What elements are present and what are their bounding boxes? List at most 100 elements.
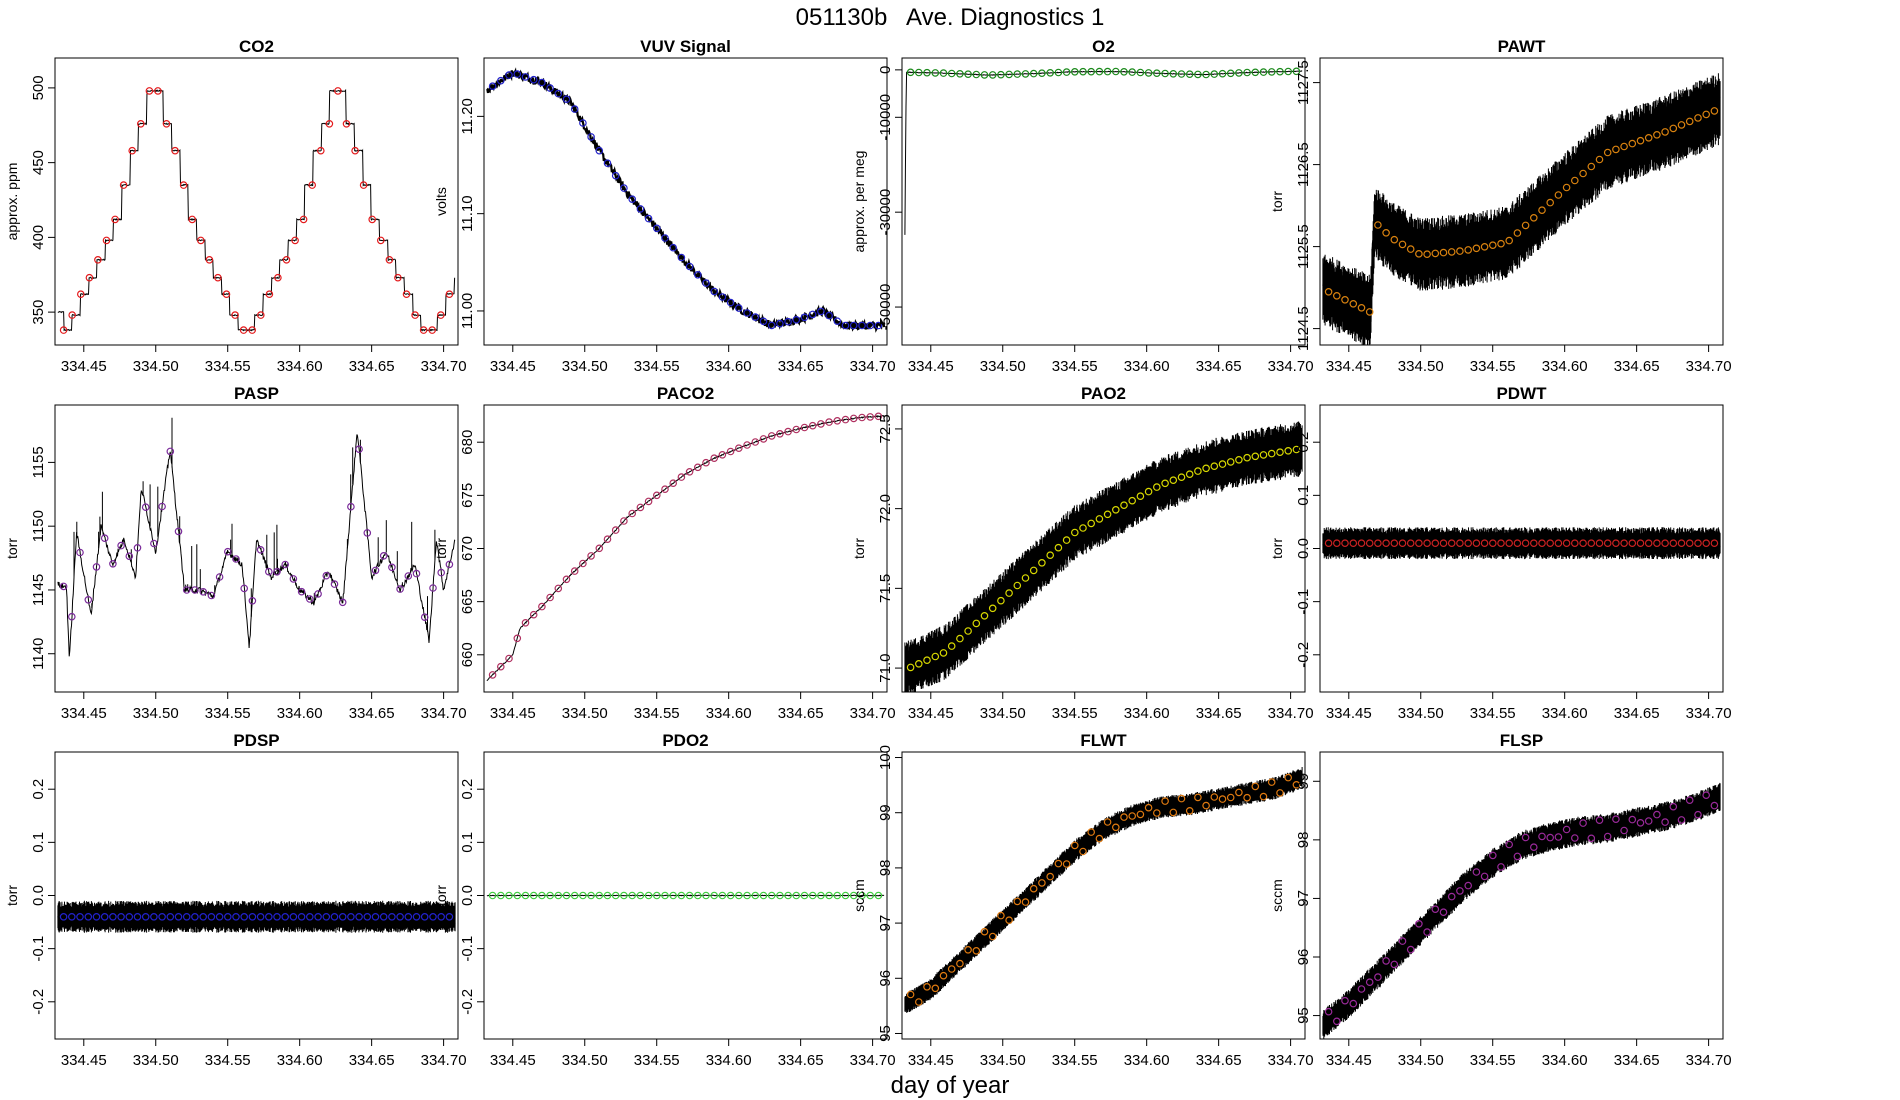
data-point: [693, 463, 702, 472]
data-point: [85, 273, 94, 282]
x-tick-label: 334.70: [1268, 705, 1314, 722]
data-point: [84, 912, 93, 921]
data-point: [274, 273, 282, 282]
panel-title: PAO2: [1081, 384, 1126, 403]
x-tick-label: 334.45: [490, 1052, 536, 1069]
data-point: [1521, 539, 1530, 548]
data-point: [1324, 1007, 1333, 1016]
y-tick-label: -0.1: [459, 936, 476, 962]
data-point: [636, 891, 645, 900]
data-point: [289, 575, 298, 583]
data-point: [980, 71, 989, 79]
data-point: [351, 146, 359, 155]
panel-title: FLWT: [1080, 731, 1127, 750]
data-point: [546, 84, 554, 92]
data-point: [59, 326, 68, 334]
data-point: [308, 181, 317, 189]
data-point: [1365, 308, 1374, 316]
x-tick-label: 334.55: [1470, 1052, 1516, 1069]
data-point: [1447, 539, 1456, 548]
panel-pdwt: PDWT 334.45 334.50 334.55 334.60 334.65 334.70…: [1269, 384, 1732, 722]
x-tick-label: 334.45: [1326, 705, 1372, 722]
data-point: [710, 454, 719, 463]
data-point: [396, 912, 404, 921]
plot-area: [486, 891, 885, 900]
data-point: [1677, 816, 1686, 824]
panel-title: O2: [1092, 37, 1115, 56]
data-point: [334, 87, 342, 95]
data-point: [538, 78, 546, 87]
data-point: [1406, 945, 1415, 954]
data-point: [841, 415, 850, 424]
data-point: [76, 548, 84, 557]
data-point: [1177, 794, 1186, 803]
data-trace: [486, 415, 885, 682]
data-point: [1062, 860, 1071, 868]
data-point: [214, 273, 222, 282]
data-point: [1144, 487, 1153, 496]
data-point: [92, 563, 101, 571]
plot-area: [57, 900, 456, 933]
plot-area: [904, 421, 1303, 692]
data-point: [496, 76, 505, 85]
data-point: [1005, 70, 1013, 79]
data-point: [314, 590, 322, 598]
y-tick-label: 96: [877, 970, 894, 987]
data-point: [1161, 479, 1169, 488]
data-point: [1702, 110, 1711, 119]
data-point: [264, 912, 273, 921]
data-point: [133, 543, 142, 552]
data-point: [1029, 69, 1038, 78]
data-point: [603, 535, 612, 544]
data-point: [1005, 916, 1013, 925]
data-point: [1644, 539, 1653, 548]
y-tick-label: 0.2: [30, 779, 47, 800]
data-point: [1661, 818, 1669, 826]
data-point: [420, 912, 429, 921]
data-point: [1571, 539, 1579, 548]
data-point: [1464, 881, 1473, 890]
data-point: [825, 311, 833, 320]
data-point: [419, 326, 428, 334]
data-point: [923, 982, 931, 991]
x-tick-label: 334.65: [778, 1052, 824, 1069]
y-tick-label: 1145: [30, 574, 47, 606]
data-point: [734, 891, 743, 900]
data-point: [1636, 818, 1645, 827]
x-tick-label: 334.65: [349, 1052, 395, 1069]
data-point: [1382, 229, 1390, 237]
data-point: [1087, 828, 1096, 836]
data-point: [677, 891, 686, 900]
data-point: [792, 315, 801, 324]
data-point: [611, 891, 620, 900]
data-point: [661, 234, 669, 242]
data-point: [1046, 551, 1055, 560]
data-point: [1333, 539, 1341, 548]
data-point: [231, 311, 239, 319]
data-point: [1472, 868, 1481, 876]
data-point: [931, 69, 940, 77]
data-point: [1505, 236, 1514, 245]
data-point: [579, 891, 587, 900]
data-point: [1603, 832, 1612, 841]
data-point: [1095, 834, 1104, 843]
data-point: [1128, 812, 1137, 820]
data-point: [1194, 793, 1202, 802]
data-point: [411, 311, 419, 319]
data-point: [342, 120, 351, 128]
data-point: [554, 89, 563, 98]
data-point: [546, 891, 554, 900]
data-point: [817, 891, 825, 900]
data-point: [1538, 206, 1546, 215]
data-point: [445, 560, 454, 569]
data-point: [587, 552, 595, 560]
x-tick-label: 334.55: [205, 358, 251, 375]
panel-o2: O2 334.45 334.50 334.55 334.60 334.65 334.70 0 -…: [851, 37, 1314, 375]
data-point: [1087, 67, 1096, 76]
data-band: [1322, 73, 1721, 345]
data-point: [505, 71, 513, 79]
x-tick-label: 334.60: [1542, 705, 1588, 722]
data-point: [595, 146, 604, 155]
data-point: [792, 425, 801, 434]
data-point: [1324, 287, 1333, 296]
